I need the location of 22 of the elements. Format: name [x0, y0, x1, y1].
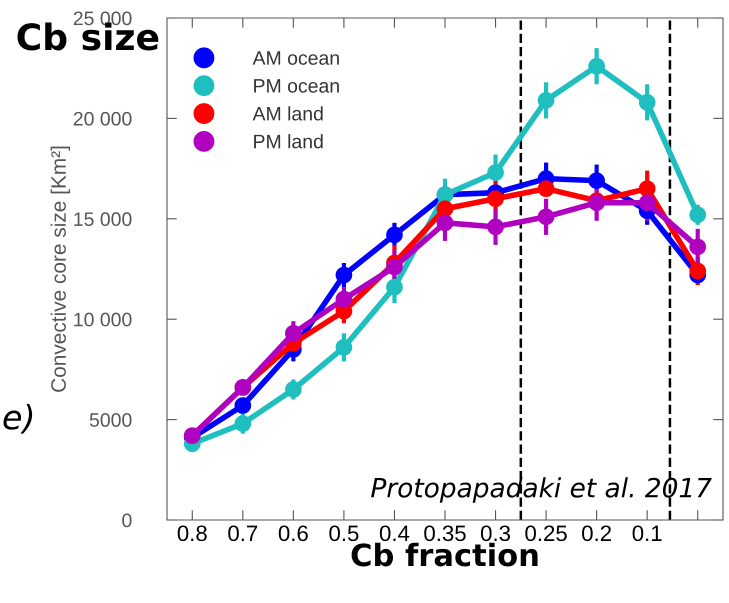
y-tick-label: 15 000 [74, 212, 132, 226]
legend-label: AM land [252, 106, 323, 121]
x-tick-label: 0.5 [329, 525, 358, 542]
y-tick-label: 10 000 [74, 312, 132, 326]
x-tick-label: 0.25 [525, 525, 567, 542]
legend-label: AM ocean [252, 51, 339, 65]
x-tick-label: 0.7 [228, 525, 258, 542]
y-tick-label: 0 [122, 513, 132, 528]
legend-label: PM land [254, 134, 323, 148]
x-tick-label: 0.2 [582, 525, 611, 542]
y-axis-title: Convective core size [Km²] [50, 146, 70, 392]
x-tick-label: 0.8 [178, 525, 207, 542]
x-tick-label: 0.6 [278, 525, 308, 542]
y-tick-label: 5000 [90, 413, 132, 427]
x-axis-title: Cb fraction [352, 542, 538, 566]
text: e) [4, 404, 32, 434]
y-tick-label: 20 000 [74, 112, 132, 126]
legend-label: PM ocean [254, 79, 339, 93]
x-tick-label: 0.4 [380, 525, 410, 542]
x-tick-label: 0.1 [632, 525, 662, 542]
x-tick-label: 0.35 [424, 525, 466, 542]
x-tick-label: 0.3 [480, 525, 510, 542]
